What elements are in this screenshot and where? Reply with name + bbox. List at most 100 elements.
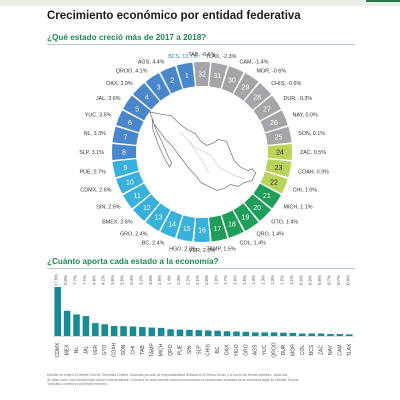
bar-category-label: VER bbox=[93, 344, 99, 355]
bar-value-label: 2.4% bbox=[167, 275, 172, 285]
bar-value-label: 3.4% bbox=[129, 275, 134, 285]
bar-value-label: 3.2% bbox=[138, 275, 143, 285]
bar bbox=[186, 329, 193, 336]
bar-category-label: GTO bbox=[102, 345, 108, 356]
donut-rank-number: 31 bbox=[213, 73, 221, 80]
bar-value-label: 0.9% bbox=[298, 275, 303, 285]
donut-rank-number: 32 bbox=[198, 72, 206, 79]
donut-segment-label: DUR, -0.3% bbox=[283, 96, 312, 102]
donut-rank-number: 11 bbox=[134, 193, 141, 200]
donut-segment-label: MICH, 1.1% bbox=[283, 205, 312, 211]
donut-segment-label: OAX, 3.9% bbox=[106, 81, 133, 87]
bar bbox=[157, 327, 165, 336]
bar-category-label: ZAC bbox=[319, 345, 325, 355]
bar bbox=[214, 330, 221, 336]
donut-segment bbox=[112, 144, 137, 160]
bar bbox=[120, 326, 127, 336]
bar-category-label: QRO bbox=[168, 344, 174, 356]
donut-segment-label: SLP, 3.1% bbox=[79, 150, 104, 156]
bar bbox=[346, 334, 353, 336]
donut-rank-number: 2 bbox=[170, 78, 174, 85]
section-divider bbox=[47, 44, 355, 45]
bar bbox=[261, 332, 268, 336]
bar-category-label: PUE bbox=[177, 344, 183, 355]
bar-value-label: 0.9% bbox=[308, 275, 313, 285]
bar bbox=[54, 287, 61, 336]
donut-segment bbox=[265, 126, 292, 145]
donut-segment bbox=[260, 110, 288, 133]
donut-rank-number: 9 bbox=[124, 165, 128, 172]
bar-value-label: 9.0% bbox=[63, 275, 68, 285]
bar bbox=[63, 310, 71, 336]
bar bbox=[195, 330, 203, 336]
donut-rank-number: 28 bbox=[253, 94, 261, 101]
bar bbox=[223, 331, 231, 336]
bar-category-label: BCS bbox=[309, 344, 315, 355]
footnote-line: Tohmatsu Limited y sus firmas miembro. bbox=[47, 382, 108, 387]
donut-section-title: ¿Qué estado creció más de 2017 a 2018? bbox=[47, 33, 207, 42]
donut-rank-number: 17 bbox=[213, 226, 221, 233]
section-divider bbox=[47, 268, 355, 269]
donut-segment bbox=[176, 215, 195, 242]
donut-rank-number: 12 bbox=[143, 205, 151, 212]
bar-value-label: 1.1% bbox=[289, 275, 294, 285]
donut-segment-label: SIN, 2.6% bbox=[96, 205, 120, 211]
bar bbox=[308, 333, 315, 336]
donut-segment bbox=[112, 126, 139, 145]
bar-category-label: CHIS bbox=[206, 343, 212, 356]
donut-segment bbox=[221, 66, 244, 94]
bar-category-label: COAH bbox=[112, 342, 118, 357]
bar-value-label: 1.7% bbox=[223, 275, 228, 285]
donut-rank-number: 5 bbox=[135, 106, 139, 113]
bar-category-label: MOR bbox=[290, 344, 296, 356]
donut-segment-label: HGO, 2.3% bbox=[169, 246, 197, 252]
bar-value-label: 0.7% bbox=[336, 275, 341, 285]
brand-mark-icon bbox=[366, 0, 400, 2]
bar-value-label: 3.5% bbox=[120, 275, 125, 285]
bar-category-label: CHI bbox=[130, 346, 136, 355]
bar bbox=[129, 326, 137, 336]
bar-category-label: GRO bbox=[243, 344, 249, 356]
donut-segment-label: COAH, 0.9% bbox=[298, 169, 329, 175]
bar-value-label: 1.6% bbox=[232, 275, 237, 285]
bar-category-label: TAB bbox=[140, 345, 146, 355]
donut-segment bbox=[123, 183, 151, 209]
bar-category-label: TAMP bbox=[149, 343, 155, 357]
donut-segment-label: CHI, 1.0% bbox=[293, 188, 318, 194]
donut-segment bbox=[132, 194, 160, 222]
bar bbox=[139, 327, 146, 336]
bar-value-label: 1.3% bbox=[270, 275, 275, 285]
bar-value-label: 2.0% bbox=[204, 275, 209, 285]
bar bbox=[233, 331, 240, 336]
bar-value-label: 4.6% bbox=[91, 275, 96, 285]
bar bbox=[167, 329, 174, 336]
donut-segment-label: NL, 3.3% bbox=[84, 131, 106, 137]
bar-value-label: 1.3% bbox=[261, 275, 266, 285]
donut-rank-number: 1 bbox=[185, 73, 189, 80]
bar-value-label: 7.1% bbox=[82, 275, 87, 285]
donut-segment-label: GRO, 2.4% bbox=[120, 232, 148, 238]
donut-segment bbox=[233, 73, 259, 101]
bar-value-label: 2.1% bbox=[195, 275, 200, 285]
bar bbox=[176, 329, 184, 336]
footnote-line: Deloitte se refiere a Deloitte Touche To… bbox=[47, 373, 288, 377]
donut-segment bbox=[132, 82, 160, 110]
footnote: Deloitte se refiere a Deloitte Touche To… bbox=[47, 373, 355, 387]
donut-rank-number: 7 bbox=[124, 134, 128, 141]
mexico-map-icon bbox=[149, 111, 257, 191]
bar-value-label: 4.2% bbox=[101, 275, 106, 285]
donut-segment-label: QRO, 1.4% bbox=[256, 232, 284, 238]
bar-category-label: NAY bbox=[328, 344, 334, 355]
bar-category-label: CAM bbox=[337, 344, 343, 355]
donut-segment-label: YUC, 3.5% bbox=[85, 113, 112, 119]
bar-value-label: 0.7% bbox=[326, 275, 331, 285]
donut-segment-label: GTO, 1.4% bbox=[271, 219, 298, 225]
donut-segment bbox=[260, 171, 288, 194]
donut-rank-number: 14 bbox=[168, 222, 176, 229]
donut-segment-label: TLAX, -2.3% bbox=[206, 54, 237, 60]
bar bbox=[204, 330, 212, 336]
donut-segment-label: PUE, 2.7% bbox=[80, 169, 107, 175]
bar-value-label: 2.2% bbox=[185, 275, 190, 285]
donut-rank-number: 15 bbox=[183, 226, 191, 233]
